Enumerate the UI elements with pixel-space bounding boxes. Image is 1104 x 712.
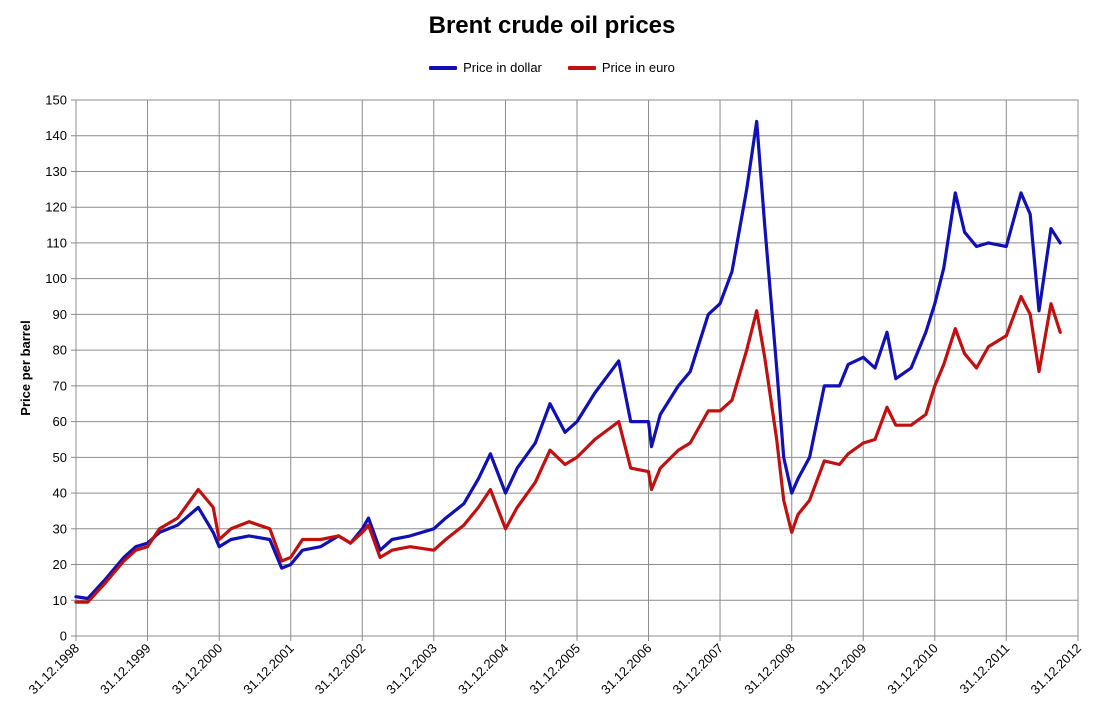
x-tick-label: 31.12.2001 — [240, 641, 297, 698]
y-tick-label: 10 — [53, 593, 67, 608]
x-tick-label: 31.12.2009 — [813, 641, 870, 698]
y-tick-label: 60 — [53, 414, 67, 429]
x-tick-label: 31.12.2003 — [383, 641, 440, 698]
chart-title: Brent crude oil prices — [428, 12, 676, 39]
x-tick-label: 31.12.1998 — [25, 641, 82, 698]
legend-item-euro: Price in euro — [567, 60, 675, 75]
y-tick-label: 40 — [53, 486, 67, 501]
series-line-euro — [74, 294, 1062, 604]
x-tick-label: 31.12.2005 — [526, 641, 583, 698]
legend-label-dollar: Price in dollar — [463, 60, 542, 75]
series-line-dollar — [74, 119, 1062, 601]
legend-swatch-euro — [567, 65, 596, 70]
y-tick-label: 90 — [53, 307, 67, 322]
y-tick-label: 120 — [45, 200, 67, 215]
legend-swatch-dollar — [429, 65, 458, 70]
x-tick-label: 31.12.2011 — [956, 641, 1012, 697]
y-tick-label: 50 — [53, 450, 67, 465]
x-tick-label: 31.12.2004 — [455, 641, 512, 698]
x-tick-label: 31.12.1999 — [97, 641, 154, 698]
y-tick-label: 0 — [60, 629, 67, 644]
legend-label-euro: Price in euro — [601, 60, 675, 75]
y-tick-label: 20 — [53, 557, 67, 572]
y-tick-label: 130 — [45, 164, 67, 179]
x-tick-label: 31.12.2000 — [169, 641, 226, 698]
legend-item-dollar: Price in dollar — [429, 60, 542, 75]
y-tick-label: 80 — [53, 343, 67, 358]
x-tick-label: 31.12.2007 — [670, 641, 727, 698]
y-tick-label: 110 — [46, 235, 67, 250]
legend: Price in dollar Price in euro — [0, 60, 1104, 75]
y-tick-label: 70 — [53, 378, 67, 393]
x-tick-label: 31.12.2006 — [598, 641, 655, 698]
x-tick-label: 31.12.2012 — [1027, 641, 1084, 698]
x-tick-label: 31.12.2002 — [312, 641, 369, 698]
y-tick-label: 30 — [53, 521, 67, 536]
x-tick-label: 31.12.2010 — [884, 641, 941, 698]
y-tick-label: 140 — [45, 128, 67, 143]
y-tick-label: 100 — [45, 271, 67, 286]
y-tick-label: 150 — [45, 93, 67, 108]
y-axis-label: Price per barrel — [18, 320, 33, 415]
x-tick-label: 31.12.2008 — [741, 641, 798, 698]
